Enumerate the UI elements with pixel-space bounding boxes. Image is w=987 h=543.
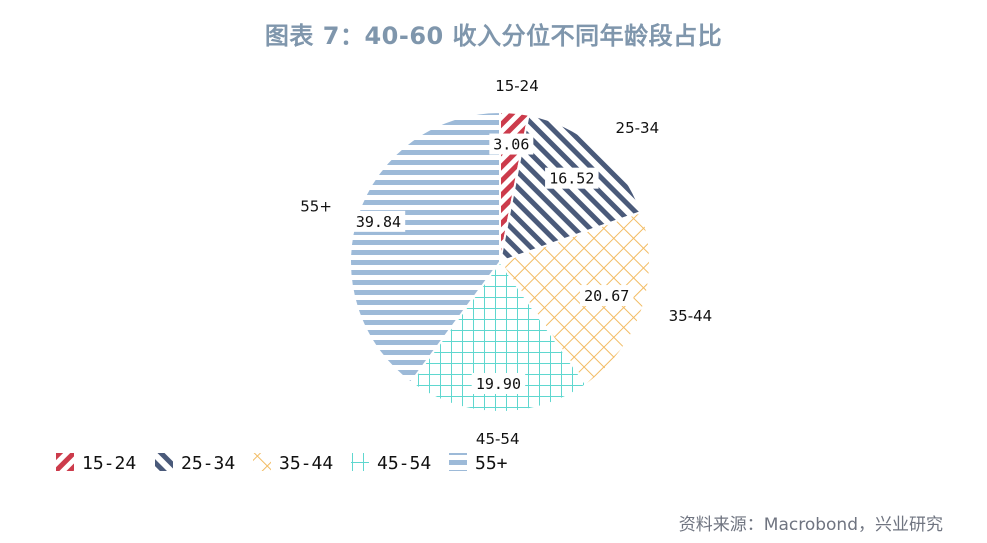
value-label-25-34: 16.52 (549, 170, 594, 188)
legend-swatch-35-44 (253, 453, 271, 471)
value-label-box (545, 167, 599, 189)
pie-slice-45-54 (409, 260, 588, 413)
pie-slice-35-44 (498, 210, 651, 387)
source-note: 资料来源：Macrobond，兴业研究 (678, 515, 943, 535)
value-label-box (351, 210, 406, 232)
legend-swatch-15-24 (56, 453, 74, 471)
legend-label-55+: 55+ (475, 453, 508, 474)
category-label-55+: 55+ (300, 197, 332, 215)
value-label-55+: 39.84 (356, 213, 401, 231)
legend-label-25-34: 25-34 (181, 453, 235, 474)
legend-swatch-55+ (449, 453, 467, 471)
value-label-box (471, 372, 526, 394)
category-label-35-44: 35-44 (669, 307, 713, 325)
legend: 15-24 25-34 35-44 45-54 55+ (56, 453, 508, 474)
value-label-15-24: 3.06 (493, 136, 529, 154)
legend-swatch-25-34 (155, 453, 173, 471)
category-label-45-54: 45-54 (476, 430, 520, 448)
pie-slices (349, 110, 651, 413)
pie-labels: 3.06 15-24 16.52 25-34 20.67 35-44 19.90 45-54 3… (300, 77, 712, 448)
value-label-box (489, 133, 534, 155)
legend-label-35-44: 35-44 (279, 453, 333, 474)
value-label-box (579, 285, 634, 307)
legend-swatch-45-54 (351, 453, 369, 471)
legend-label-45-54: 45-54 (377, 453, 431, 474)
category-label-25-34: 25-34 (616, 119, 660, 137)
value-label-45-54: 19.90 (476, 375, 521, 393)
chart-title: 图表 7：40-60 收入分位不同年龄段占比 (264, 22, 723, 50)
legend-label-15-24: 15-24 (82, 453, 136, 474)
value-label-35-44: 20.67 (584, 287, 629, 305)
category-label-15-24: 15-24 (495, 77, 539, 95)
